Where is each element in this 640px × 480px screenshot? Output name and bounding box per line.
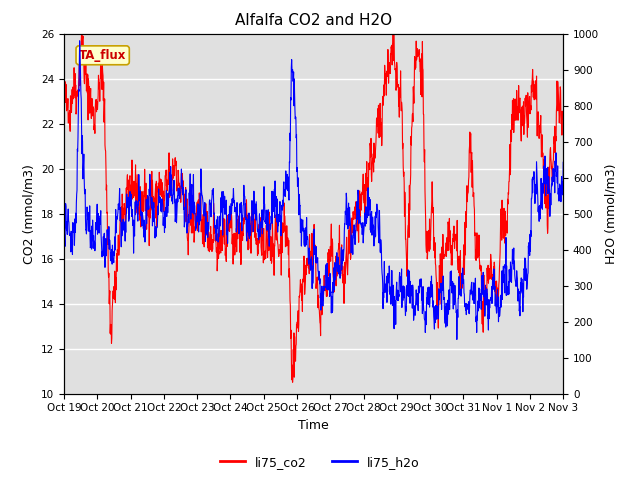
Legend: li75_co2, li75_h2o: li75_co2, li75_h2o [215, 451, 425, 474]
Text: TA_flux: TA_flux [79, 49, 126, 62]
Y-axis label: CO2 (mmol/m3): CO2 (mmol/m3) [22, 164, 35, 264]
Title: Alfalfa CO2 and H2O: Alfalfa CO2 and H2O [235, 13, 392, 28]
Y-axis label: H2O (mmol/m3): H2O (mmol/m3) [605, 163, 618, 264]
X-axis label: Time: Time [298, 419, 329, 432]
